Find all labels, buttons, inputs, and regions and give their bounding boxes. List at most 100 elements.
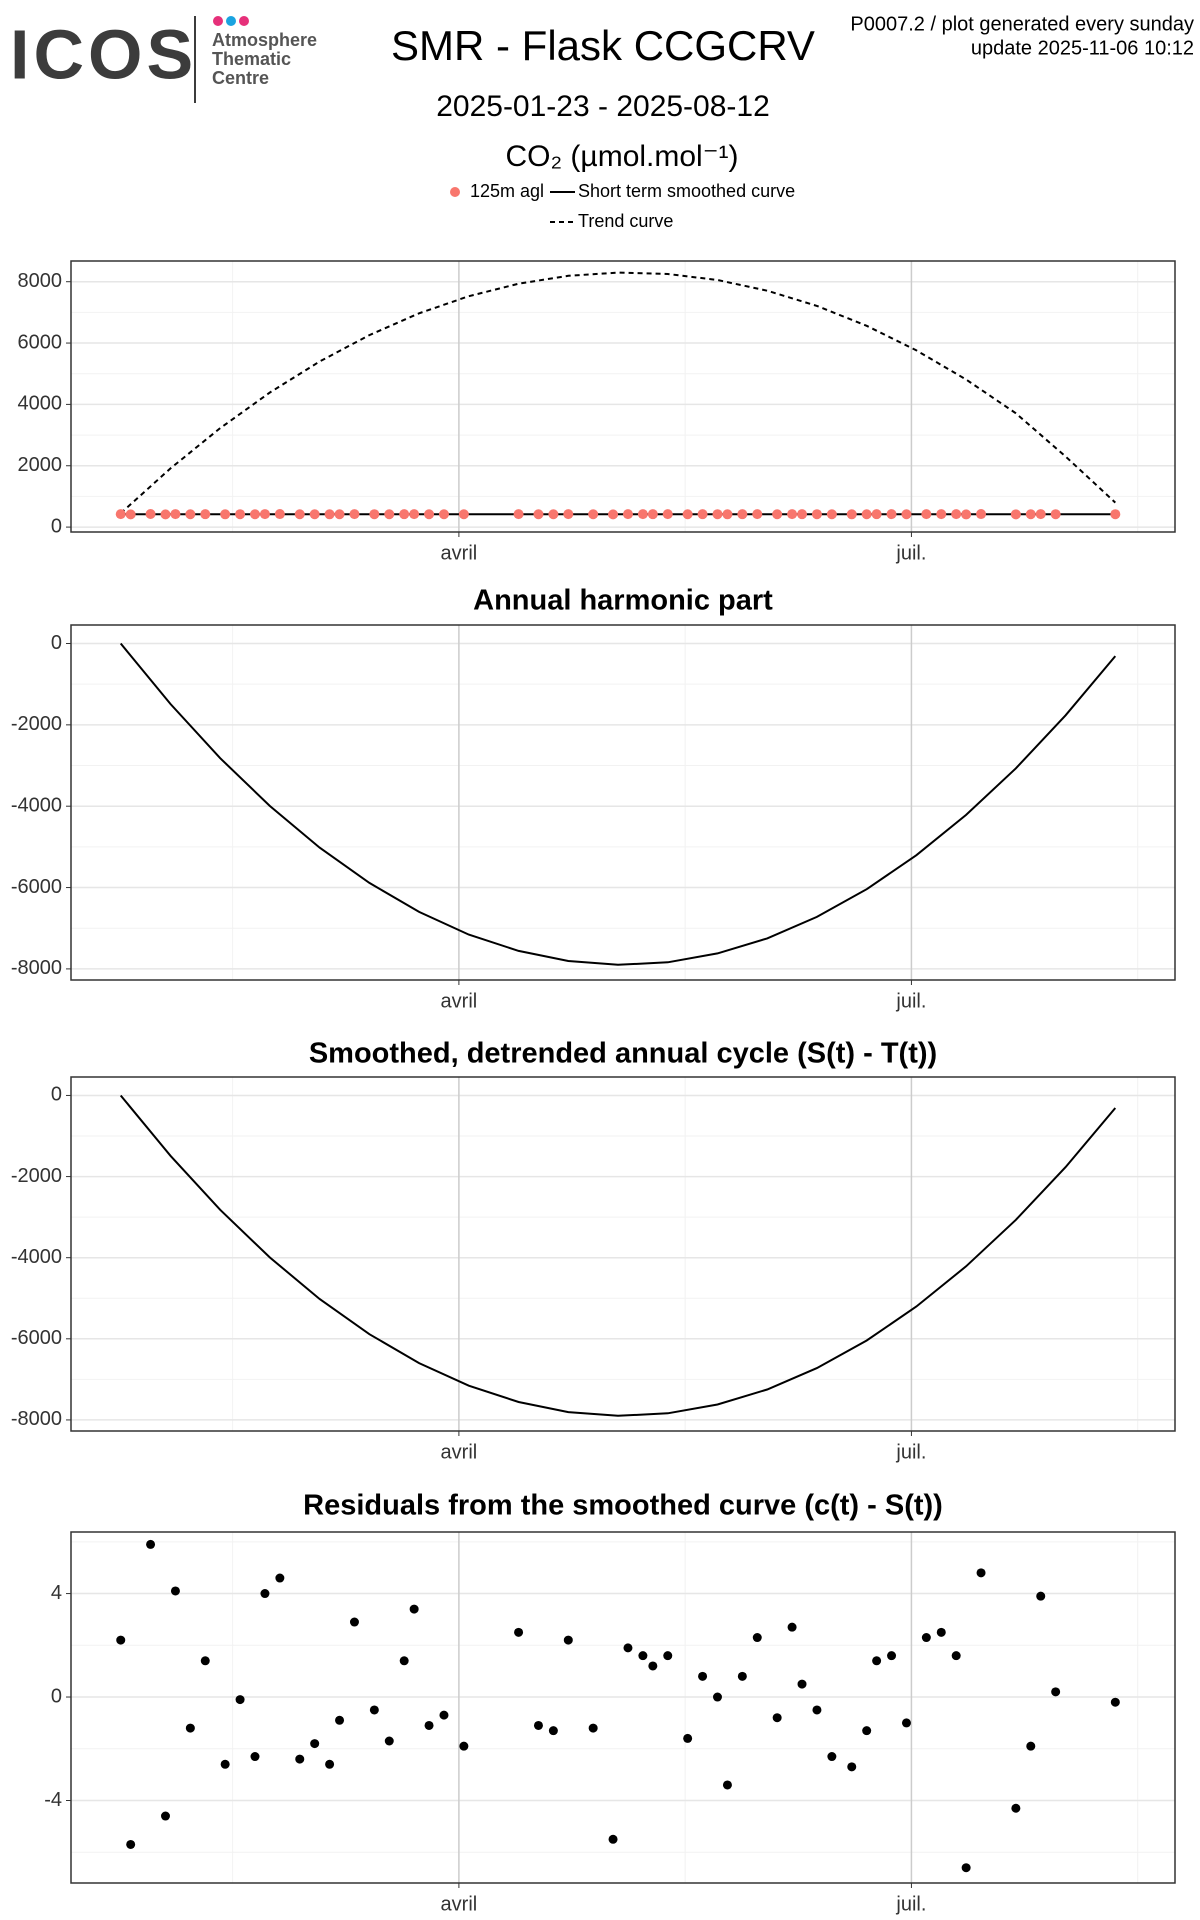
point (1010, 509, 1021, 520)
point (936, 1627, 946, 1637)
point (438, 509, 449, 520)
point (698, 1671, 708, 1681)
legend-label: 125m agl (470, 181, 544, 201)
point (1025, 509, 1036, 520)
point (533, 509, 544, 520)
y-tick-label: 4 (51, 1582, 62, 1604)
point (275, 1573, 285, 1583)
point (921, 509, 932, 520)
panel-title: Annual harmonic part (473, 585, 773, 617)
line (119, 1094, 1117, 1417)
point (369, 1705, 379, 1715)
y-tick-label: -6000 (11, 1327, 62, 1349)
point (170, 509, 181, 520)
point (797, 1679, 807, 1689)
point (638, 1651, 648, 1661)
point (145, 509, 156, 520)
point (349, 509, 360, 520)
y-tick-label: 2000 (18, 454, 63, 476)
y-tick-label: 0 (51, 515, 62, 537)
subtitle: 2025-01-23 - 2025-08-12 (436, 90, 770, 123)
point (826, 509, 837, 520)
point (722, 509, 733, 520)
legend-label: Short term smoothed curve (578, 181, 795, 201)
y-tick-label: 0 (51, 1685, 62, 1707)
point (260, 1589, 270, 1599)
point (220, 1759, 230, 1769)
point (1050, 509, 1061, 520)
point (185, 509, 196, 520)
y-tick-label: 0 (51, 1084, 62, 1106)
point (160, 509, 171, 520)
logo-line: Atmosphere (212, 30, 317, 50)
line (120, 271, 1116, 515)
point (862, 1726, 872, 1736)
point (936, 509, 947, 520)
point (126, 1839, 136, 1849)
logo-dot (239, 16, 249, 26)
point (951, 509, 962, 520)
point (409, 1604, 419, 1614)
point (424, 509, 435, 520)
note: P0007.2 / plot generated every sunday (850, 13, 1194, 35)
point (697, 509, 708, 520)
point (682, 509, 693, 520)
logo-line: Centre (212, 68, 269, 88)
point (1035, 509, 1046, 520)
x-tick-label: juil. (895, 1893, 926, 1915)
y-tick-label: -8000 (11, 957, 62, 979)
point (334, 509, 345, 520)
main-title: SMR - Flask CCGCRV (391, 22, 815, 69)
point (235, 509, 246, 520)
legend-key (450, 187, 460, 197)
point (812, 1705, 822, 1715)
point (976, 1568, 986, 1578)
point (384, 509, 395, 520)
x-tick-label: avril (441, 542, 478, 564)
point (772, 1713, 782, 1723)
point (886, 509, 897, 520)
panel-border (70, 1076, 1176, 1432)
point (399, 509, 410, 520)
point (787, 1622, 797, 1632)
point (608, 1834, 618, 1844)
point (861, 509, 872, 520)
point (811, 509, 822, 520)
point (976, 509, 987, 520)
point (295, 1754, 305, 1764)
point (608, 509, 619, 520)
point (424, 1720, 434, 1730)
point (588, 1723, 598, 1733)
point (637, 509, 648, 520)
x-tick-label: juil. (895, 1441, 926, 1463)
point (712, 509, 723, 520)
point (384, 1736, 394, 1746)
y-tick-label: 8000 (18, 270, 63, 292)
point (563, 1635, 573, 1645)
logo-dot (226, 16, 236, 26)
point (146, 1539, 156, 1549)
point (588, 509, 599, 520)
y-tick-label: 4000 (18, 393, 63, 415)
point (160, 1811, 170, 1821)
point (921, 1633, 931, 1643)
point (797, 509, 808, 520)
panel-border (70, 260, 1176, 533)
x-tick-label: avril (441, 1441, 478, 1463)
point (325, 1759, 335, 1769)
note: update 2025-11-06 10:12 (971, 37, 1194, 59)
point (752, 1633, 762, 1643)
point (772, 509, 783, 520)
logo-line: Thematic (212, 49, 291, 69)
point (116, 1635, 126, 1645)
point (369, 509, 380, 520)
point (712, 1692, 722, 1702)
y-tick-label: -2000 (11, 1165, 62, 1187)
point (250, 509, 260, 520)
point (648, 1661, 658, 1671)
point (220, 509, 231, 520)
point (125, 509, 136, 520)
x-tick-label: avril (441, 1893, 478, 1915)
